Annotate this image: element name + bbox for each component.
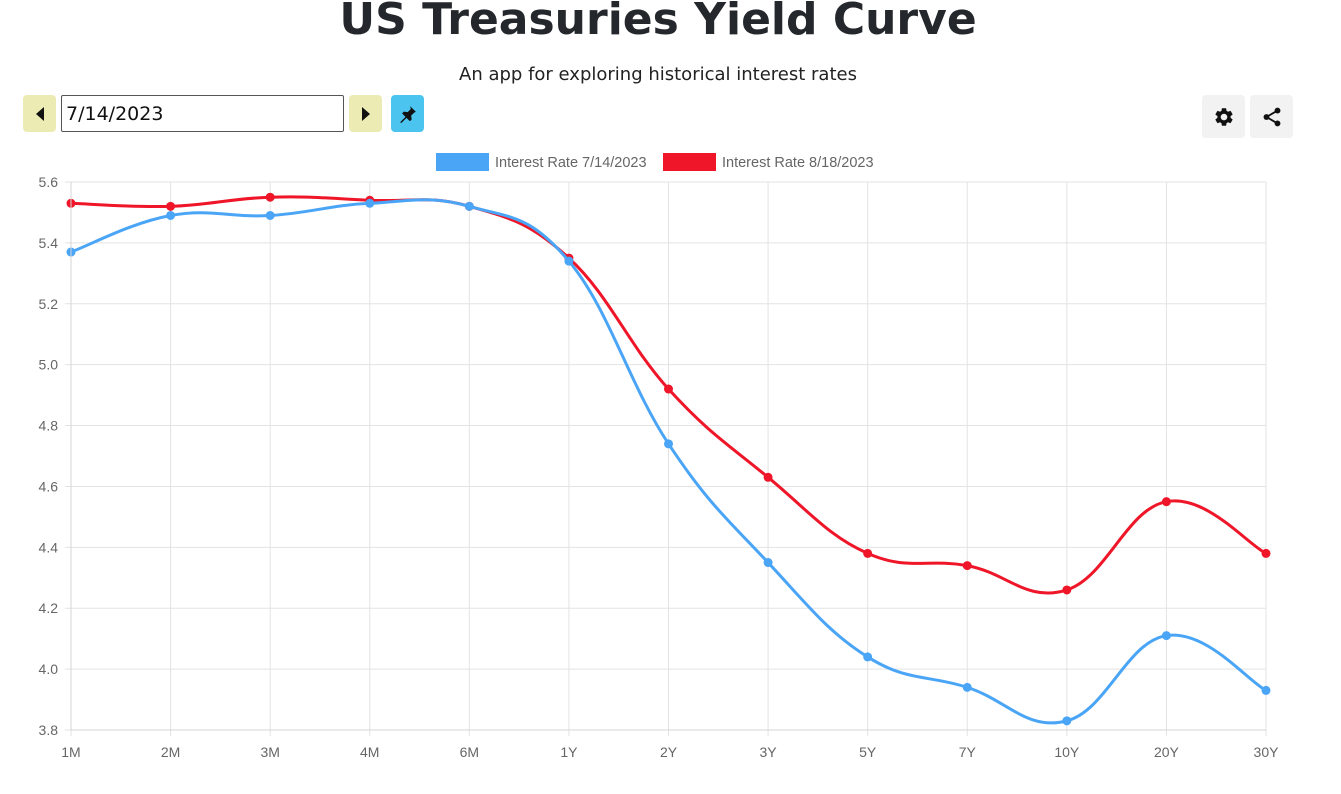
x-tick-label: 7Y xyxy=(959,744,977,760)
pin-icon xyxy=(400,105,416,123)
legend-label: Interest Rate 8/18/2023 xyxy=(722,155,874,171)
x-tick-label: 1Y xyxy=(560,744,578,760)
y-tick-label: 3.8 xyxy=(39,722,59,738)
y-tick-label: 4.8 xyxy=(39,418,59,434)
legend-item[interactable]: Interest Rate 8/18/2023 xyxy=(663,153,874,171)
data-point[interactable] xyxy=(1161,631,1171,641)
chart-axes: 1M 2M 3M 4M 6M 1Y 2Y 3Y 5Y 7Y 10Y 20Y 30Y 3.8 4.0 4.2 4.… xyxy=(39,174,1280,760)
data-point[interactable] xyxy=(1062,585,1072,595)
caret-left-icon xyxy=(35,106,44,121)
share-button[interactable] xyxy=(1250,95,1293,138)
date-input[interactable] xyxy=(61,95,344,132)
legend-label: Interest Rate 7/14/2023 xyxy=(495,155,647,171)
data-point[interactable] xyxy=(664,384,673,394)
x-tick-label: 1M xyxy=(61,744,80,760)
next-date-button[interactable] xyxy=(349,95,382,132)
data-point[interactable] xyxy=(166,201,176,211)
data-point[interactable] xyxy=(1161,497,1171,507)
y-tick-label: 4.4 xyxy=(39,539,59,555)
legend-swatch xyxy=(436,153,489,171)
data-point[interactable] xyxy=(1062,716,1072,726)
data-point[interactable] xyxy=(464,201,474,211)
data-point[interactable] xyxy=(265,192,275,202)
y-tick-label: 5.6 xyxy=(39,174,59,190)
x-tick-label: 10Y xyxy=(1054,744,1080,760)
yield-curve-chart: Interest Rate 7/14/2023 Interest Rate 8/1… xyxy=(39,153,1280,760)
data-point[interactable] xyxy=(365,198,375,208)
chart-grid xyxy=(65,181,1267,736)
y-tick-label: 5.2 xyxy=(39,296,59,312)
series-line xyxy=(69,195,1268,595)
share-icon xyxy=(1263,107,1280,126)
x-tick-label: 30Y xyxy=(1254,744,1280,760)
y-tick-label: 5.4 xyxy=(39,235,59,251)
y-tick-label: 4.2 xyxy=(39,600,59,616)
x-tick-label: 4M xyxy=(360,744,379,760)
data-point[interactable] xyxy=(863,548,873,558)
caret-right-icon xyxy=(361,106,370,121)
data-point[interactable] xyxy=(763,558,773,568)
y-tick-label: 5.0 xyxy=(39,357,59,373)
x-tick-label: 20Y xyxy=(1154,744,1180,760)
x-tick-label: 6M xyxy=(460,744,479,760)
data-point[interactable] xyxy=(664,439,673,449)
y-tick-label: 4.6 xyxy=(39,478,59,494)
x-tick-label: 2Y xyxy=(660,744,678,760)
x-tick-label: 5Y xyxy=(859,744,877,760)
data-point[interactable] xyxy=(265,210,275,220)
data-point[interactable] xyxy=(1261,548,1271,558)
previous-date-button[interactable] xyxy=(23,95,56,132)
chart-legend[interactable]: Interest Rate 7/14/2023 Interest Rate 8/1… xyxy=(436,153,874,171)
data-point[interactable] xyxy=(564,256,574,266)
data-point[interactable] xyxy=(763,472,773,482)
x-tick-label: 3Y xyxy=(760,744,778,760)
page-subtitle: An app for exploring historical interest… xyxy=(459,64,857,85)
legend-item[interactable]: Interest Rate 7/14/2023 xyxy=(436,153,647,171)
data-point[interactable] xyxy=(863,652,873,662)
data-point[interactable] xyxy=(1261,685,1271,695)
gear-icon xyxy=(1214,107,1233,126)
settings-button[interactable] xyxy=(1202,95,1245,138)
data-point[interactable] xyxy=(962,682,972,692)
x-tick-label: 3M xyxy=(260,744,279,760)
data-point[interactable] xyxy=(962,561,972,571)
data-point[interactable] xyxy=(166,210,176,220)
legend-swatch xyxy=(663,153,716,171)
x-tick-label: 2M xyxy=(161,744,180,760)
y-tick-label: 4.0 xyxy=(39,661,59,677)
page-title: US Treasuries Yield Curve xyxy=(339,0,977,45)
series-1 xyxy=(66,198,1271,726)
pin-button[interactable] xyxy=(391,95,424,132)
chart-series xyxy=(66,192,1271,726)
